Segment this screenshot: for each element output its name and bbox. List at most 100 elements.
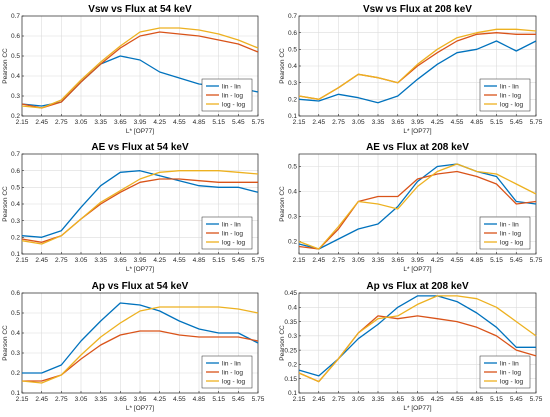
y-axis-label: Pearson CC (2, 325, 9, 361)
x-tick-label: 3.95 (411, 257, 424, 264)
legend-label: lin - log (500, 230, 521, 237)
y-tick-label: 0.2 (288, 239, 297, 246)
series-line-lin-lin (298, 163, 537, 250)
x-tick-label: 4.25 (153, 119, 166, 126)
chart-title: AE vs Flux at 208 keV (366, 142, 469, 153)
y-tick-label: 0.3 (288, 80, 297, 87)
x-tick-label: 3.35 (372, 257, 385, 264)
chart-panel: 2.15 2.45 2.75 3.05 3.35 3.65 3.95 4.25 4.55 4.85… (279, 281, 543, 412)
x-tick-label: 3.95 (411, 119, 424, 126)
x-tick-label: 5.15 (490, 396, 503, 403)
x-tick-label: 3.05 (75, 119, 88, 126)
legend-label: log - log (222, 239, 246, 246)
x-tick-label: 5.75 (252, 257, 265, 264)
legend: lin - lin lin - log log - log (479, 216, 531, 250)
y-tick-label: 0.2 (11, 235, 20, 242)
series-line-log-log (21, 306, 259, 384)
x-tick-label: 3.65 (114, 257, 127, 264)
series-line-log-log (298, 163, 537, 250)
x-tick-label: 3.95 (411, 396, 424, 403)
x-tick-label: 5.15 (212, 396, 225, 403)
axes-frame (21, 15, 259, 117)
y-tick-label: 0.5 (288, 47, 297, 54)
axes-frame (298, 15, 537, 117)
y-tick-label: 0.7 (11, 13, 20, 20)
x-tick-label: 3.35 (94, 119, 107, 126)
y-tick-label: 0.25 (284, 347, 297, 354)
series-line-lin-lin (22, 302, 259, 374)
y-tick-label: 0.3 (288, 214, 297, 221)
x-tick-label: 3.05 (75, 396, 88, 403)
y-tick-label: 0.7 (288, 13, 297, 20)
legend-label: lin - lin (500, 360, 519, 367)
y-tick-label: 0.6 (11, 290, 20, 297)
x-tick-label: 2.75 (55, 257, 68, 264)
x-tick-label: 4.85 (193, 396, 206, 403)
x-axis-label: L* [OP77] (403, 266, 431, 273)
chart-title: AE vs Flux at 54 keV (91, 142, 189, 153)
x-tick-label: 4.55 (173, 396, 186, 403)
x-tick-label: 4.25 (431, 119, 444, 126)
x-tick-label: 2.15 (16, 257, 29, 264)
x-tick-label: 3.95 (134, 257, 147, 264)
x-tick-label: 4.85 (470, 257, 483, 264)
x-tick-label: 2.45 (312, 396, 325, 403)
legend-label: log - log (500, 378, 524, 385)
x-tick-label: 4.85 (470, 396, 483, 403)
series-line-lin-log (298, 170, 537, 250)
y-axis-label: Pearson CC (279, 186, 286, 222)
legend-label: lin - log (222, 92, 243, 99)
x-tick-label: 3.35 (372, 119, 385, 126)
x-tick-label: 2.75 (55, 396, 68, 403)
x-tick-label: 2.15 (16, 119, 29, 126)
x-tick-label: 3.95 (134, 396, 147, 403)
axes-frame (21, 153, 259, 255)
series-line-lin-lin (298, 40, 537, 104)
x-tick-label: 3.65 (114, 396, 127, 403)
x-tick-label: 3.65 (114, 119, 127, 126)
legend-label: lin - lin (222, 360, 241, 367)
x-tick-label: 4.85 (193, 119, 206, 126)
chart-panel: 2.15 2.45 2.75 3.05 3.35 3.65 3.95 4.25 4.55 4.85… (2, 4, 265, 135)
chart-panel: 2.15 2.45 2.75 3.05 3.35 3.65 3.95 4.25 4.55 4.85… (2, 281, 265, 412)
x-tick-label: 5.45 (232, 396, 245, 403)
legend: lin - lin lin - log log - log (201, 216, 253, 250)
chart-title: Vsw vs Flux at 54 keV (88, 4, 192, 15)
legend-label: lin - lin (222, 83, 241, 90)
series-line-lin-log (21, 31, 259, 109)
x-tick-label: 5.45 (232, 119, 245, 126)
x-tick-label: 3.05 (352, 257, 365, 264)
y-tick-label: 0.5 (288, 164, 297, 171)
x-tick-label: 2.75 (332, 257, 345, 264)
x-tick-label: 5.45 (510, 119, 523, 126)
series-line-log-log (298, 28, 537, 100)
x-tick-label: 3.35 (372, 396, 385, 403)
x-tick-label: 3.95 (134, 119, 147, 126)
y-tick-label: 0.4 (288, 189, 297, 196)
chart-panel: 2.15 2.45 2.75 3.05 3.35 3.65 3.95 4.25 4.55 4.85… (279, 4, 543, 135)
x-axis-label: L* [OP77] (403, 405, 431, 412)
legend: lin - lin lin - log log - log (479, 355, 531, 389)
x-tick-label: 3.05 (352, 396, 365, 403)
chart-panel: 2.15 2.45 2.75 3.05 3.35 3.65 3.95 4.25 4.55 4.85… (2, 142, 265, 273)
x-tick-label: 5.75 (530, 257, 543, 264)
x-tick-label: 5.75 (252, 396, 265, 403)
x-tick-label: 2.75 (332, 396, 345, 403)
x-tick-label: 5.75 (252, 119, 265, 126)
y-tick-label: 0.4 (288, 304, 297, 311)
y-tick-label: 0.1 (288, 113, 297, 120)
legend-label: lin - log (222, 369, 243, 376)
y-tick-label: 0.35 (284, 319, 297, 326)
x-tick-label: 5.45 (232, 257, 245, 264)
y-tick-label: 0.4 (288, 63, 297, 70)
x-tick-label: 3.65 (391, 119, 404, 126)
x-tick-label: 2.45 (35, 119, 48, 126)
y-tick-label: 0.4 (11, 201, 20, 208)
x-tick-label: 3.65 (391, 396, 404, 403)
y-tick-label: 0.45 (284, 290, 297, 297)
legend-label: lin - log (500, 369, 521, 376)
x-tick-label: 4.25 (153, 257, 166, 264)
chart-title: Vsw vs Flux at 208 keV (363, 4, 472, 15)
